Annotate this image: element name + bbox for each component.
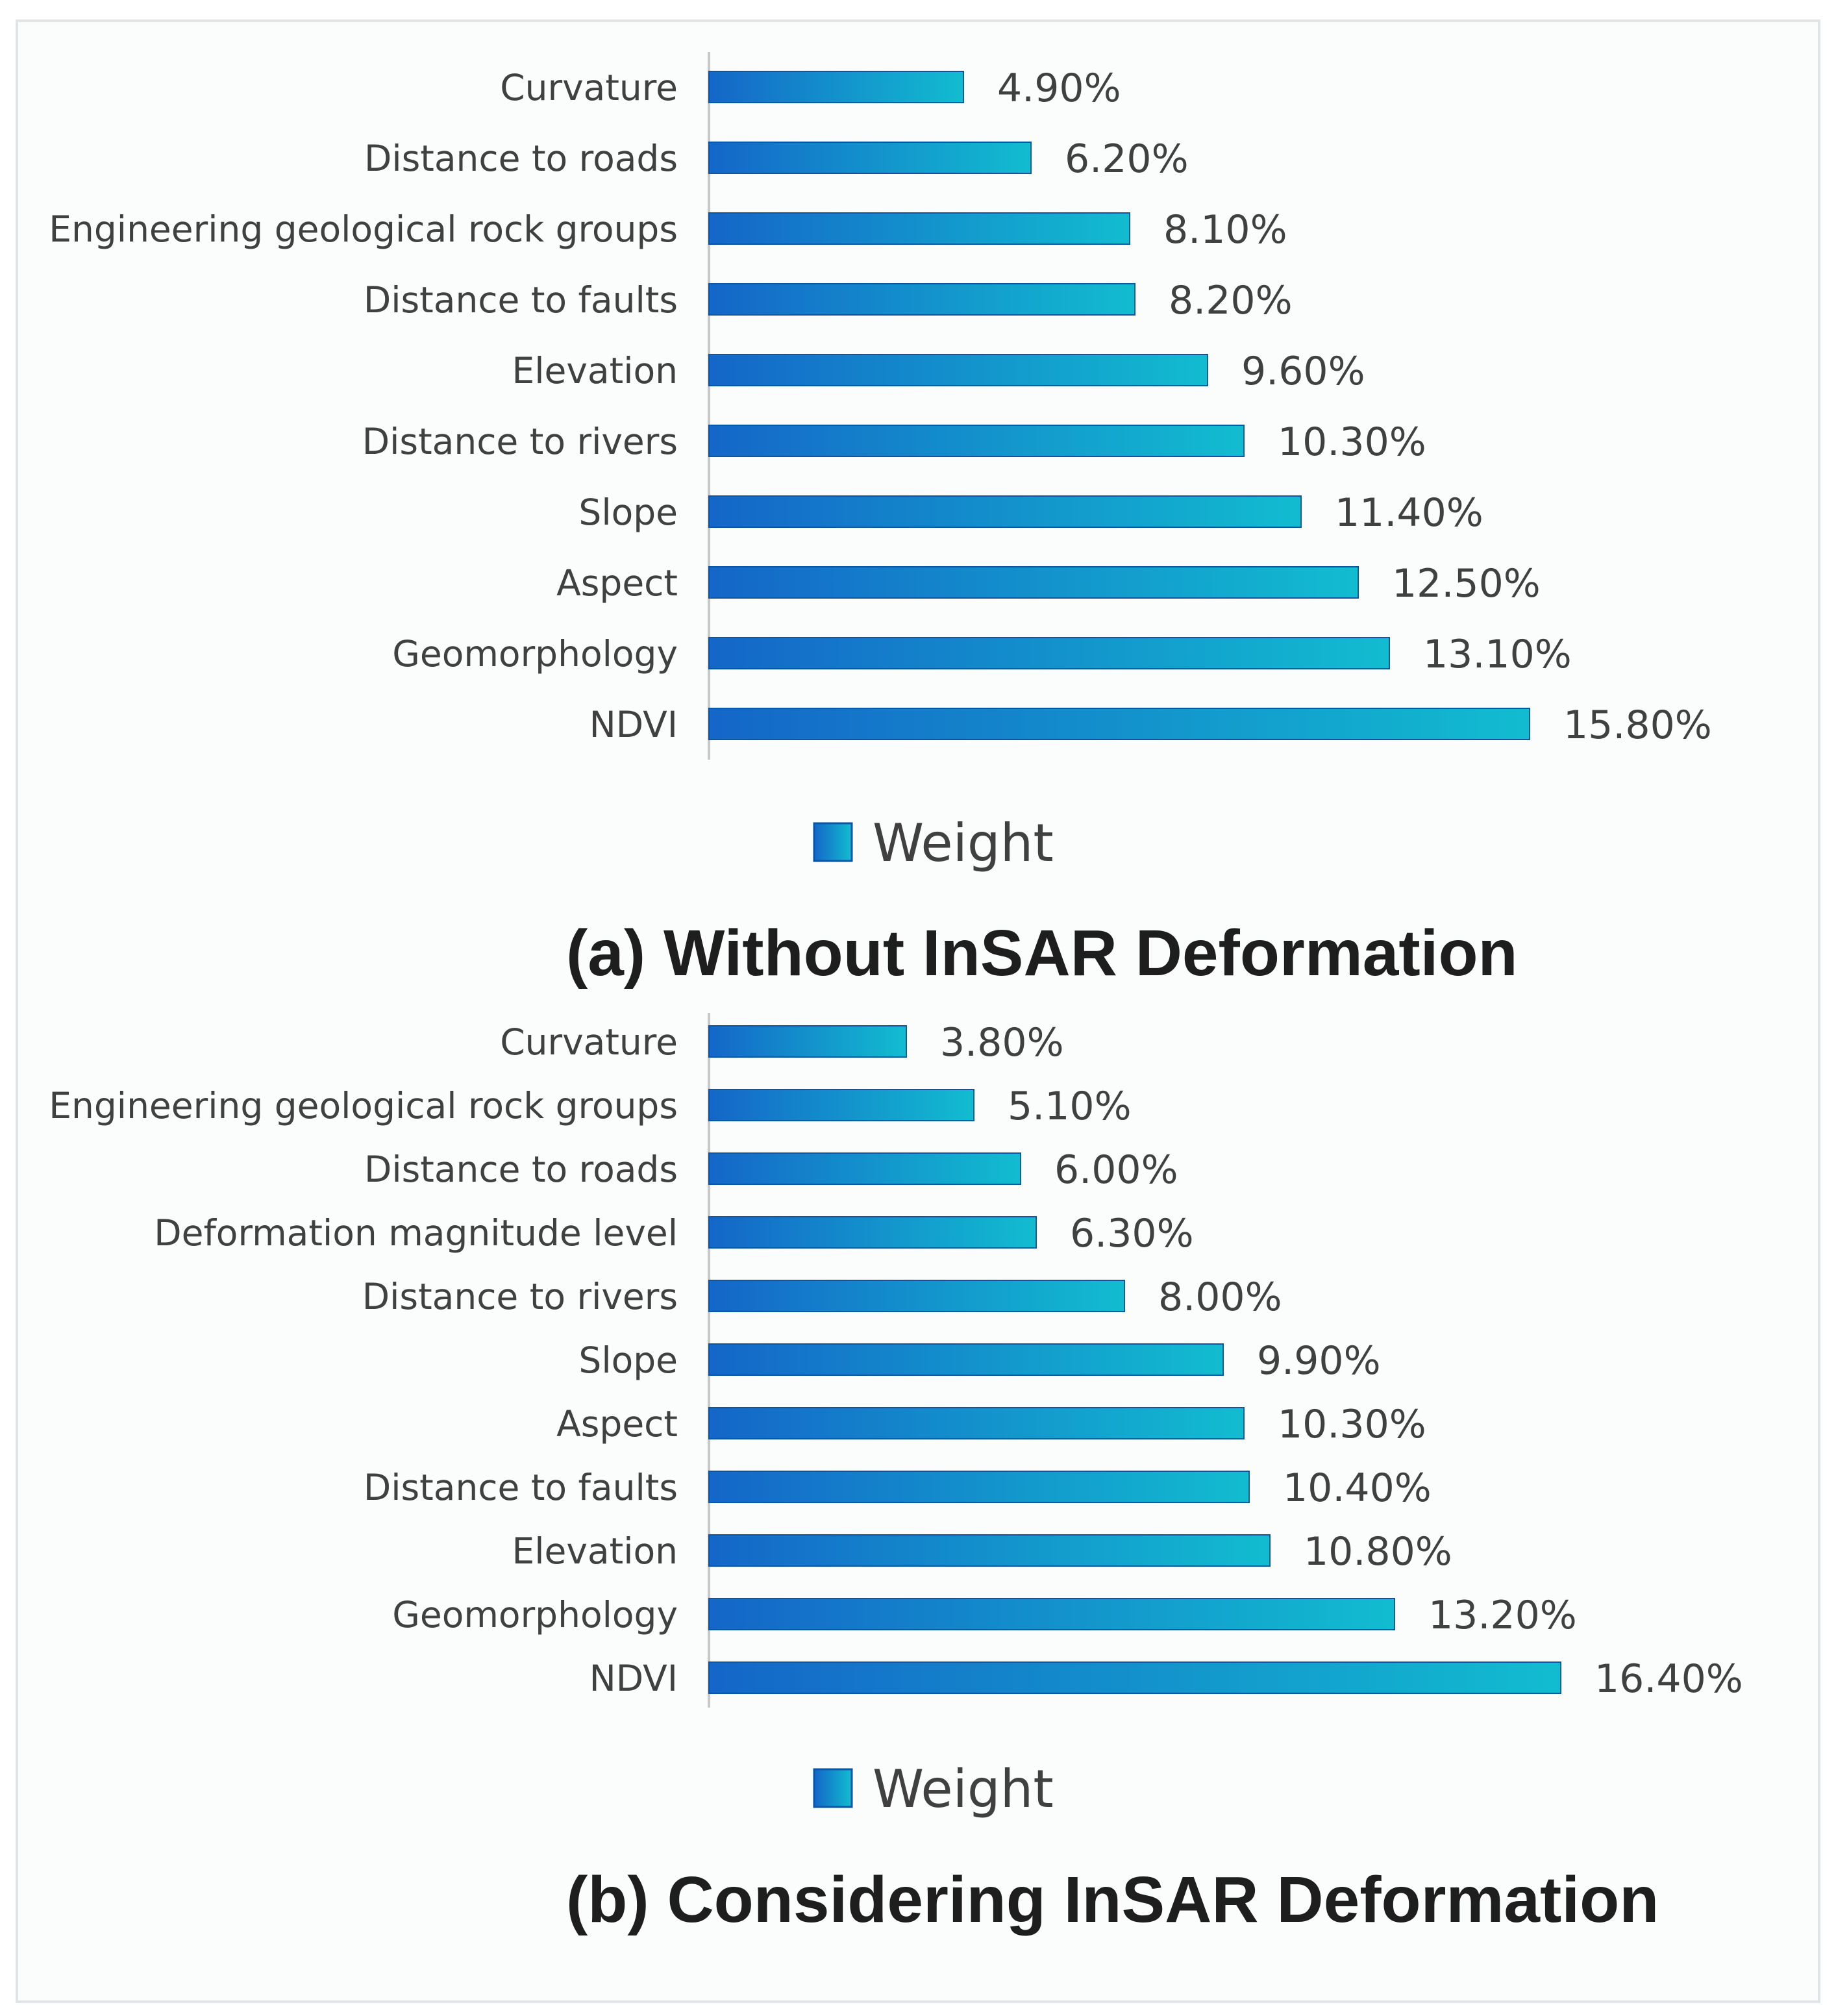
chart-b-category-label: Elevation — [512, 1530, 678, 1572]
chart-a-value-label: 8.10% — [1163, 207, 1287, 253]
chart-b-bar — [708, 1152, 1021, 1185]
chart-a-category-label: Curvature — [500, 67, 678, 108]
chart-a-category-label: Slope — [578, 492, 678, 533]
chart-b-value-label: 10.30% — [1278, 1402, 1426, 1447]
chart-b-category-label: NDVI — [589, 1658, 678, 1699]
chart-a-category-label: Aspect — [556, 562, 678, 604]
chart-b-caption: (b) Considering InSAR Deformation — [566, 1863, 1659, 1936]
chart-panel-a: Curvature 4.90% Distance to roads 6.20% Engi… — [49, 52, 1712, 989]
chart-a-bar — [708, 495, 1302, 528]
chart-b-category-label: Curvature — [500, 1021, 678, 1063]
chart-b-value-label: 10.80% — [1304, 1529, 1452, 1574]
chart-b-category-label: Distance to rivers — [362, 1276, 678, 1317]
chart-b-category-label: Distance to roads — [364, 1149, 678, 1190]
chart-b-value-label: 8.00% — [1158, 1275, 1282, 1320]
chart-a-bar — [708, 637, 1390, 669]
chart-a-caption: (a) Without InSAR Deformation — [566, 917, 1518, 989]
chart-b-category-label: Deformation magnitude level — [154, 1212, 678, 1254]
chart-a-value-label: 15.80% — [1563, 703, 1712, 748]
chart-a-category-label: Geomorphology — [392, 633, 678, 675]
chart-b-value-label: 6.30% — [1070, 1211, 1194, 1256]
chart-a-value-label: 4.90% — [997, 66, 1121, 111]
chart-b-category-label: Geomorphology — [392, 1594, 678, 1636]
chart-b-value-label: 9.90% — [1257, 1338, 1381, 1384]
chart-panel-b: Curvature 3.80% Engineering geological roc… — [49, 1013, 1743, 1936]
chart-a-category-label: Distance to faults — [364, 279, 678, 321]
chart-b-category-label: Engineering geological rock groups — [49, 1085, 678, 1126]
chart-b-category-label: Slope — [578, 1339, 678, 1381]
chart-a-value-label: 12.50% — [1392, 561, 1541, 606]
chart-b-bar — [708, 1343, 1224, 1376]
chart-b-bar — [708, 1534, 1271, 1567]
chart-a-legend-swatch — [813, 822, 853, 862]
chart-b-bar — [708, 1089, 974, 1121]
chart-a-category-label: NDVI — [589, 704, 678, 745]
chart-b-value-label: 3.80% — [940, 1020, 1064, 1065]
chart-a-legend-label: Weight — [873, 813, 1054, 873]
chart-a-value-label: 8.20% — [1169, 278, 1293, 323]
chart-b-category-label: Aspect — [556, 1403, 678, 1445]
chart-b-bar — [708, 1471, 1250, 1503]
chart-a-value-label: 6.20% — [1065, 136, 1189, 182]
chart-b-legend-swatch — [813, 1768, 853, 1808]
chart-a-value-label: 9.60% — [1241, 349, 1365, 394]
chart-a-category-label: Distance to roads — [364, 138, 678, 179]
chart-a-category-label: Engineering geological rock groups — [49, 208, 678, 250]
chart-a-bar — [708, 708, 1530, 740]
chart-a-legend: Weight — [813, 813, 1054, 873]
chart-a-bar — [708, 566, 1359, 599]
chart-b-value-label: 16.40% — [1594, 1656, 1743, 1702]
chart-a-category-label: Elevation — [512, 350, 678, 392]
chart-a-bar — [708, 283, 1135, 316]
chart-a-bar — [708, 354, 1208, 386]
chart-b-bar — [708, 1025, 907, 1058]
chart-b-value-label: 6.00% — [1054, 1147, 1178, 1193]
chart-a-category-label: Distance to rivers — [362, 421, 678, 462]
chart-b-bar — [708, 1661, 1561, 1694]
chart-b-value-label: 10.40% — [1283, 1465, 1432, 1511]
chart-b-value-label: 5.10% — [1008, 1084, 1132, 1129]
chart-a-bar — [708, 212, 1130, 245]
chart-a-bar — [708, 142, 1032, 174]
chart-b-category-label: Distance to faults — [364, 1467, 678, 1508]
chart-b-value-label: 13.20% — [1428, 1593, 1577, 1638]
chart-a-bar — [708, 71, 964, 103]
chart-b-bar — [708, 1598, 1395, 1630]
chart-a-value-label: 10.30% — [1278, 419, 1426, 465]
chart-b-bar — [708, 1280, 1125, 1312]
chart-b-bar — [708, 1407, 1245, 1439]
chart-b-bar — [708, 1216, 1037, 1249]
chart-b-legend-label: Weight — [873, 1759, 1054, 1819]
chart-a-bar — [708, 425, 1245, 457]
chart-b-legend: Weight — [813, 1759, 1054, 1819]
chart-a-value-label: 13.10% — [1423, 632, 1572, 677]
chart-a-value-label: 11.40% — [1335, 490, 1483, 536]
